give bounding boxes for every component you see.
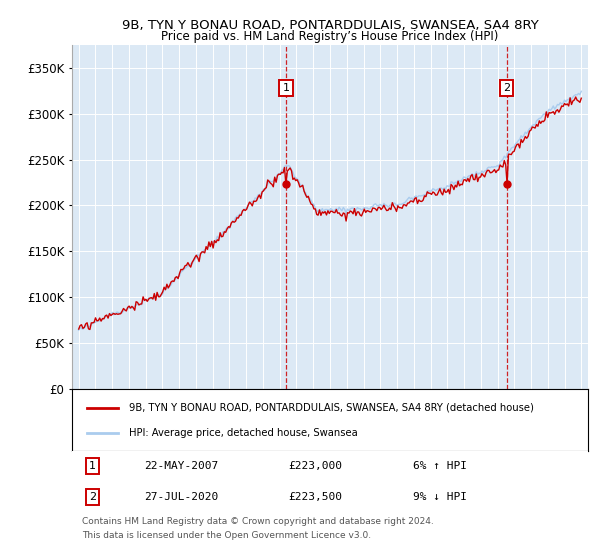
Text: 9B, TYN Y BONAU ROAD, PONTARDDULAIS, SWANSEA, SA4 8RY (detached house): 9B, TYN Y BONAU ROAD, PONTARDDULAIS, SWA… [129,403,533,413]
Text: 1: 1 [283,83,290,93]
Text: 9% ↓ HPI: 9% ↓ HPI [413,492,467,502]
Text: Price paid vs. HM Land Registry’s House Price Index (HPI): Price paid vs. HM Land Registry’s House … [161,30,499,43]
Text: Contains HM Land Registry data © Crown copyright and database right 2024.: Contains HM Land Registry data © Crown c… [82,517,434,526]
Text: £223,000: £223,000 [289,461,343,471]
Text: £223,500: £223,500 [289,492,343,502]
Text: HPI: Average price, detached house, Swansea: HPI: Average price, detached house, Swan… [129,428,358,438]
Text: 2: 2 [503,83,511,93]
Text: 2: 2 [89,492,96,502]
Text: 27-JUL-2020: 27-JUL-2020 [144,492,218,502]
Text: This data is licensed under the Open Government Licence v3.0.: This data is licensed under the Open Gov… [82,531,371,540]
Text: 6% ↑ HPI: 6% ↑ HPI [413,461,467,471]
Text: 22-MAY-2007: 22-MAY-2007 [144,461,218,471]
Text: 9B, TYN Y BONAU ROAD, PONTARDDULAIS, SWANSEA, SA4 8RY: 9B, TYN Y BONAU ROAD, PONTARDDULAIS, SWA… [122,18,538,32]
Text: 1: 1 [89,461,96,471]
